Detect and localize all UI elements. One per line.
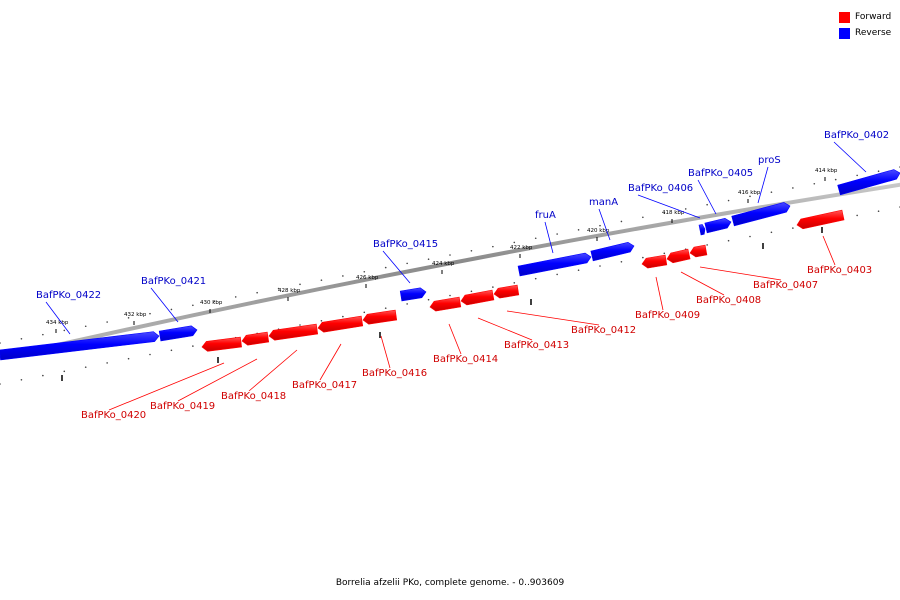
legend-forward-label: Forward bbox=[855, 12, 892, 22]
reverse-swatch bbox=[839, 27, 850, 39]
gene-arrow-BafPKo_0403[interactable] bbox=[796, 209, 845, 230]
gene-leader-BafPKo_0419 bbox=[177, 358, 258, 402]
gene-arrow-BafPKo_0420[interactable] bbox=[201, 336, 242, 352]
gene-leader-manA bbox=[598, 208, 611, 241]
gene-leader-BafPKo_0407 bbox=[699, 266, 782, 281]
gene-label-BafPKo_0422: BafPKo_0422 bbox=[36, 290, 101, 301]
gene-leader-BafPKo_0417 bbox=[319, 343, 342, 381]
ruler-tick-label: 428 kbp bbox=[278, 288, 301, 294]
ruler-tick-label: 414 kbp bbox=[815, 168, 838, 174]
gene-arrow-BafPKo_0405[interactable] bbox=[704, 217, 732, 234]
gene-label-BafPKo_0418: BafPKo_0418 bbox=[221, 391, 286, 402]
gene-arrow-BafPKo_0408[interactable] bbox=[666, 248, 691, 264]
gene-label-pros: proS bbox=[758, 155, 781, 166]
legend-reverse-label: Reverse bbox=[855, 28, 892, 38]
ruler-tick-label: 422 kbp bbox=[510, 245, 533, 251]
gene-arrow-BafPKo_0414[interactable] bbox=[429, 296, 462, 312]
legend: Forward Reverse bbox=[839, 10, 891, 42]
gene-leader-BafPKo_0415 bbox=[382, 250, 411, 284]
map-caption: Borrelia afzelii PKo, complete genome. -… bbox=[335, 578, 565, 588]
ruler-tick-label: 434 kbp bbox=[46, 320, 69, 326]
gene-leader-BafPKo_0402 bbox=[833, 141, 867, 173]
gene-label-BafPKo_0402: BafPKo_0402 bbox=[824, 130, 889, 141]
gene-label-BafPKo_0412: BafPKo_0412 bbox=[571, 325, 636, 336]
ruler-tick-label: 416 kbp bbox=[738, 190, 761, 196]
gene-arrow-BafPKo_0409[interactable] bbox=[641, 254, 668, 269]
gene-arrow-pros[interactable] bbox=[731, 202, 791, 227]
gene-label-BafPKo_0409: BafPKo_0409 bbox=[635, 310, 700, 321]
gene-arrow-BafPKo_0421[interactable] bbox=[158, 325, 198, 342]
gene-leader-BafPKo_0412 bbox=[506, 310, 600, 326]
ruler-tick-label: 430 kbp bbox=[200, 300, 223, 306]
gene-label-BafPKo_0406: BafPKo_0406 bbox=[628, 183, 693, 194]
gene-label-BafPKo_0405: BafPKo_0405 bbox=[688, 168, 753, 179]
legend-forward: Forward bbox=[839, 10, 891, 24]
gene-leader-BafPKo_0418 bbox=[248, 349, 298, 392]
gene-arrow-BafPKo_0406[interactable] bbox=[698, 224, 706, 236]
gene-label-fruA: fruA bbox=[535, 210, 556, 221]
gene-arrow-BafPKo_0422[interactable] bbox=[0, 331, 160, 361]
gene-label-BafPKo_0408: BafPKo_0408 bbox=[696, 295, 761, 306]
gene-label-BafPKo_0417: BafPKo_0417 bbox=[292, 380, 357, 391]
gene-leader-BafPKo_0405 bbox=[697, 179, 717, 215]
legend-reverse: Reverse bbox=[839, 26, 891, 40]
ruler-tick-label: 432 kbp bbox=[124, 312, 147, 318]
gene-leader-BafPKo_0413 bbox=[477, 317, 533, 341]
gene-label-BafPKo_0415: BafPKo_0415 bbox=[373, 239, 438, 250]
gene-leader-BafPKo_0422 bbox=[45, 301, 71, 335]
gene-label-manA: manA bbox=[589, 197, 618, 208]
forward-swatch bbox=[839, 11, 850, 23]
gene-arrow-BafPKo_0416[interactable] bbox=[362, 309, 398, 325]
gene-arrow-manA[interactable] bbox=[590, 241, 635, 262]
ruler-tick-label: 418 kbp bbox=[662, 210, 685, 216]
gene-arrow-fruA[interactable] bbox=[517, 252, 592, 277]
gene-leader-BafPKo_0408 bbox=[680, 271, 725, 296]
gene-leader-BafPKo_0416 bbox=[380, 335, 391, 369]
gene-arrow-BafPKo_0417[interactable] bbox=[317, 315, 364, 333]
gene-leader-BafPKo_0421 bbox=[150, 287, 179, 323]
gene-leader-BafPKo_0403 bbox=[822, 235, 836, 266]
gene-leader-BafPKo_0414 bbox=[448, 323, 462, 355]
gene-arrow-BafPKo_0415[interactable] bbox=[399, 287, 427, 302]
gene-leader-BafPKo_0420 bbox=[108, 362, 225, 411]
gene-label-BafPKo_0416: BafPKo_0416 bbox=[362, 368, 427, 379]
upper-ruler-track bbox=[0, 166, 900, 344]
gene-label-BafPKo_0419: BafPKo_0419 bbox=[150, 401, 215, 412]
gene-label-BafPKo_0407: BafPKo_0407 bbox=[753, 280, 818, 291]
gene-arrow-BafPKo_0407[interactable] bbox=[689, 244, 708, 258]
ruler-tick-label: 424 kbp bbox=[432, 261, 455, 267]
ruler-tick-label: 426 kbp bbox=[356, 275, 379, 281]
gene-arrow-BafPKo_0419[interactable] bbox=[241, 331, 270, 346]
gene-label-BafPKo_0414: BafPKo_0414 bbox=[433, 354, 498, 365]
gene-label-BafPKo_0421: BafPKo_0421 bbox=[141, 276, 206, 287]
ruler-tick-label: 420 kbp bbox=[587, 228, 610, 234]
gene-label-BafPKo_0413: BafPKo_0413 bbox=[504, 340, 569, 351]
gene-leader-BafPKo_0406 bbox=[637, 194, 701, 219]
gene-arrow-BafPKo_0402[interactable] bbox=[837, 169, 900, 196]
gene-label-BafPKo_0403: BafPKo_0403 bbox=[807, 265, 872, 276]
gene-label-BafPKo_0420: BafPKo_0420 bbox=[81, 410, 146, 421]
gene-leader-fruA bbox=[544, 221, 554, 254]
gene-leader-pros bbox=[757, 166, 769, 204]
gene-leader-BafPKo_0409 bbox=[655, 276, 664, 311]
gene-arrow-BafPKo_0412[interactable] bbox=[493, 284, 520, 299]
gene-arrow-BafPKo_0418[interactable] bbox=[268, 323, 319, 341]
gene-arrow-BafPKo_0413[interactable] bbox=[460, 289, 495, 306]
